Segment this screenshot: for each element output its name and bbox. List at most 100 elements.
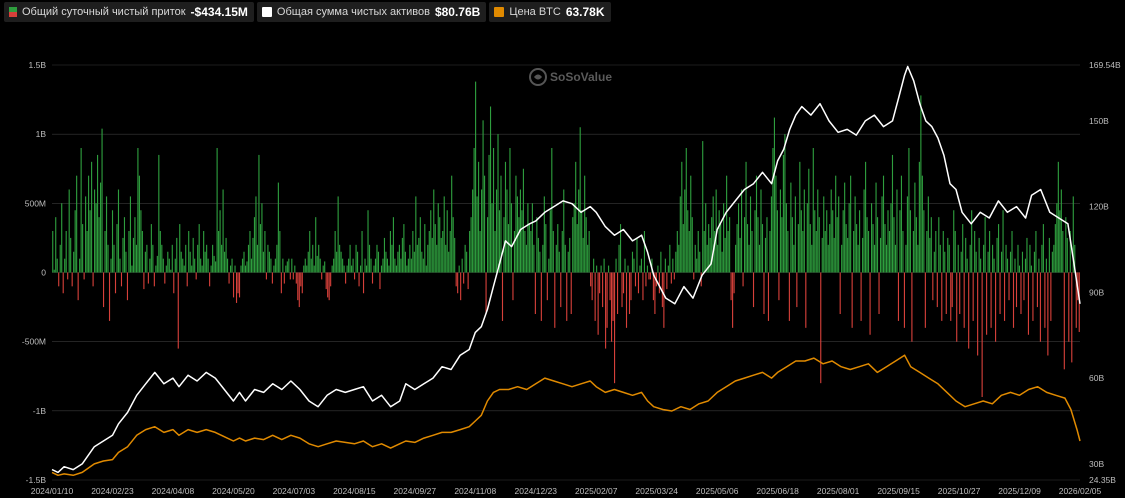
legend-item-btc-price[interactable]: Цена BTC 63.78K (489, 2, 611, 22)
inflow-bar (684, 189, 686, 273)
outflow-bar (614, 272, 616, 384)
inflow-bar (1069, 231, 1071, 273)
inflow-bar (174, 258, 176, 273)
inflow-bar (537, 237, 539, 273)
inflow-bar (879, 237, 882, 273)
inflow-bar (558, 251, 560, 273)
inflow-bar (1021, 251, 1024, 273)
inflow-bar (486, 217, 489, 273)
inflow-bar (349, 244, 351, 273)
outflow-bar (999, 272, 1001, 314)
outflow-bar (968, 272, 970, 349)
inflow-bar (697, 231, 699, 273)
inflow-bar (539, 251, 541, 273)
y-left-tick-label: 0 (41, 268, 46, 278)
outflow-bar (945, 272, 947, 314)
inflow-bar (575, 161, 577, 273)
outflow-bar (932, 272, 934, 301)
outflow-bar (164, 272, 166, 284)
inflow-bar (1059, 210, 1061, 273)
inflow-bar (59, 244, 61, 273)
inflow-bar (746, 224, 749, 273)
inflow-bar (884, 224, 886, 273)
inflow-bar (1072, 196, 1074, 273)
inflow-bar (827, 244, 829, 273)
inflow-bar (428, 231, 430, 273)
inflow-bar (687, 210, 689, 273)
inflow-bar (385, 251, 387, 273)
inflow-bar (261, 203, 263, 273)
inflow-bar (478, 161, 480, 273)
inflow-bar (509, 148, 511, 273)
inflow-bar (95, 203, 97, 273)
outflow-bar (628, 272, 631, 314)
outflow-bar (820, 272, 822, 384)
inflow-bar (965, 237, 967, 273)
outflow-bar (1012, 272, 1015, 328)
outflow-bar (649, 272, 651, 280)
outflow-bar (195, 272, 197, 280)
outflow-bar (1063, 272, 1065, 370)
inflow-bar (581, 210, 583, 273)
inflow-bar (978, 237, 980, 273)
legend-item-net-assets[interactable]: Общая сумма чистых активов $80.76B (256, 2, 487, 22)
outflow-bar (1015, 272, 1018, 308)
inflow-bar (116, 224, 118, 273)
legend-item-daily-flow[interactable]: Общий суточный чистый приток -$434.15M (4, 2, 254, 22)
inflow-bar (224, 251, 226, 273)
outflow-bar (860, 272, 862, 321)
outflow-bar (325, 272, 327, 290)
inflow-bar (488, 154, 490, 273)
inflow-bar (452, 217, 454, 273)
inflow-bar (400, 258, 402, 273)
inflow-bar (491, 203, 493, 273)
outflow-bar (609, 272, 611, 301)
inflow-bar (203, 231, 205, 273)
inflow-bar (469, 231, 471, 273)
inflow-bar (359, 265, 362, 273)
x-tick-label: 2025/09/15 (877, 486, 920, 496)
outflow-bar (92, 272, 94, 287)
inflow-bar (548, 258, 550, 273)
inflow-bar (812, 148, 814, 273)
inflow-bar (80, 148, 82, 273)
outflow-bar (126, 272, 129, 301)
outflow-bar (232, 272, 235, 298)
inflow-bar (957, 244, 959, 273)
inflow-bar (374, 258, 377, 273)
inflow-bar (992, 244, 994, 273)
inflow-bar (521, 210, 523, 273)
inflow-bar (536, 217, 538, 273)
inflow-bar (1051, 251, 1053, 273)
inflow-bar (171, 244, 173, 273)
inflow-bar (1006, 258, 1009, 273)
inflow-bar (906, 196, 908, 273)
x-tick-label: 2024/09/27 (394, 486, 437, 496)
inflow-bar (942, 231, 944, 273)
inflow-bar (430, 210, 432, 273)
legend-value-btc-price: 63.78K (565, 5, 605, 19)
inflow-bar (751, 231, 753, 273)
inflow-bar (682, 224, 684, 273)
inflow-bar (507, 224, 510, 273)
inflow-bar (255, 196, 257, 273)
inflow-bar (137, 148, 139, 273)
inflow-bar (259, 224, 261, 273)
inflow-bar (584, 175, 586, 273)
inflow-bar (882, 175, 885, 273)
inflow-bar (334, 231, 336, 273)
x-tick-label: 2025/10/27 (938, 486, 981, 496)
inflow-bar (494, 231, 496, 273)
inflow-bar (1048, 237, 1050, 273)
inflow-bar (492, 148, 495, 273)
inflow-bar (1042, 224, 1044, 273)
inflow-bar (764, 237, 767, 273)
inflow-bar (785, 203, 787, 273)
y-right-tick-label: 120B (1089, 202, 1109, 212)
inflow-bar (643, 231, 646, 273)
inflow-bar (128, 231, 130, 273)
inflow-bar (888, 231, 891, 273)
inflow-bar (82, 224, 84, 273)
outflow-bar (295, 272, 297, 284)
